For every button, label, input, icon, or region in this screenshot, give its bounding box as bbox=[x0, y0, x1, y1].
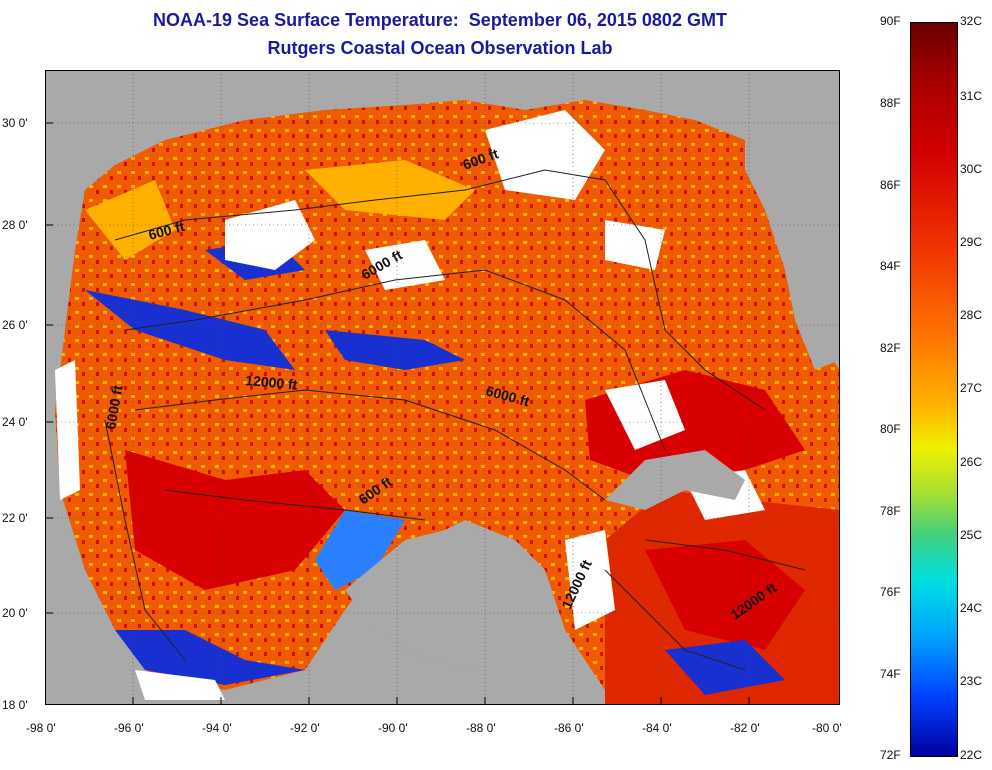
y-tick-label: 26 0' bbox=[2, 318, 28, 332]
map-subtitle: Rutgers Coastal Ocean Observation Lab bbox=[267, 38, 613, 58]
colorbar-c-label: 25C bbox=[960, 528, 983, 542]
y-tick-label: 30 0' bbox=[2, 116, 28, 130]
colorbar-f-label: 82F bbox=[880, 341, 901, 355]
map-title: NOAA-19 Sea Surface Temperature: Septemb… bbox=[153, 10, 727, 30]
colorbar-c-label: 22C bbox=[960, 748, 983, 762]
map-frame bbox=[45, 70, 840, 705]
colorbar-c-label: 26C bbox=[960, 455, 983, 469]
colorbar-c-label: 28C bbox=[960, 308, 983, 322]
colorbar-f-label: 80F bbox=[880, 422, 901, 436]
colorbar-f-label: 86F bbox=[880, 178, 901, 192]
y-tick-label: 24 0' bbox=[2, 415, 28, 429]
x-tick-label: -88 0' bbox=[466, 721, 496, 735]
colorbar-c-label: 31C bbox=[960, 89, 983, 103]
x-tick-label: -98 0' bbox=[26, 721, 56, 735]
cloud bbox=[135, 670, 225, 700]
y-tick-label: 20 0' bbox=[2, 606, 28, 620]
x-tick-label: -84 0' bbox=[642, 721, 672, 735]
y-tick-label: 22 0' bbox=[2, 511, 28, 525]
colorbar-c-label: 30C bbox=[960, 162, 983, 176]
colorbar-c-label: 23C bbox=[960, 674, 983, 688]
sst-map: 600 ft 600 ft 6000 ft 12000 ft 6000 ft 6… bbox=[45, 70, 840, 705]
contour-label: 12000 ft bbox=[245, 372, 299, 393]
x-tick-label: -92 0' bbox=[290, 721, 320, 735]
colorbar-c-label: 32C bbox=[960, 14, 983, 28]
x-tick-label: -90 0' bbox=[378, 721, 408, 735]
cloud bbox=[605, 380, 685, 450]
y-tick-label: 28 0' bbox=[2, 218, 28, 232]
florida-land bbox=[745, 70, 840, 370]
cloud bbox=[605, 220, 665, 270]
temperature-colorbar bbox=[910, 22, 958, 757]
x-tick-label: -86 0' bbox=[554, 721, 584, 735]
x-tick-label: -96 0' bbox=[114, 721, 144, 735]
colorbar-c-label: 27C bbox=[960, 381, 983, 395]
x-tick-label: -82 0' bbox=[730, 721, 760, 735]
colorbar-f-label: 78F bbox=[880, 504, 901, 518]
colorbar-f-label: 74F bbox=[880, 667, 901, 681]
cloud bbox=[225, 200, 315, 270]
sst-map-canvas: 600 ft 600 ft 6000 ft 12000 ft 6000 ft 6… bbox=[45, 70, 840, 705]
colorbar-f-label: 72F bbox=[880, 748, 901, 762]
colorbar-f-label: 84F bbox=[880, 259, 901, 273]
x-tick-label: -80 0' bbox=[812, 721, 842, 735]
colorbar-c-label: 24C bbox=[960, 601, 983, 615]
cloud bbox=[565, 530, 615, 630]
x-tick-label: -94 0' bbox=[202, 721, 232, 735]
cloud bbox=[365, 240, 445, 290]
colorbar-f-label: 88F bbox=[880, 96, 901, 110]
colorbar-f-label: 90F bbox=[880, 14, 901, 28]
cloud bbox=[55, 360, 80, 500]
cuba-land bbox=[605, 450, 745, 510]
y-tick-label: 18 0' bbox=[2, 698, 28, 712]
yucatan-land bbox=[345, 525, 545, 670]
lat-lon-grid bbox=[45, 70, 840, 705]
axis-tick-marks bbox=[45, 122, 750, 705]
colorbar-c-label: 29C bbox=[960, 235, 983, 249]
colorbar-f-label: 76F bbox=[880, 585, 901, 599]
contour-label: 6000 ft bbox=[102, 384, 126, 431]
